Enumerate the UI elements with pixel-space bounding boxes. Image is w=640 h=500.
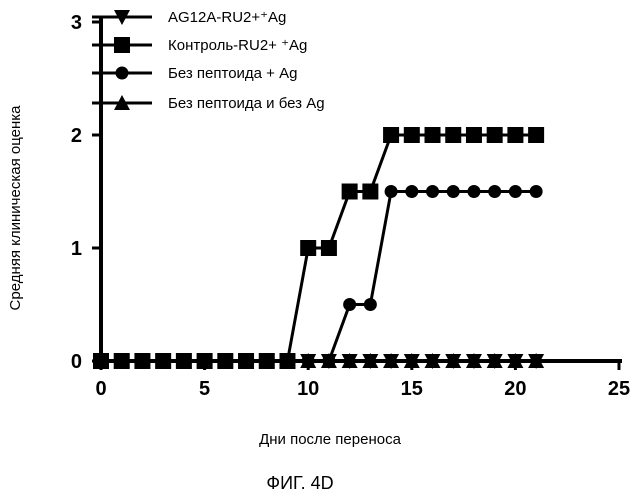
data-point-series-2 <box>507 127 523 143</box>
legend-marker-3 <box>116 67 129 80</box>
legend-label-3: Без пептоида + Ag <box>168 65 297 82</box>
data-point-series-2 <box>445 127 461 143</box>
series-line-3 <box>101 192 536 362</box>
series-line-2 <box>101 135 536 361</box>
axis-ticks: 0 5 10 15 20 25 0 1 2 3 <box>71 12 630 400</box>
y-tick-label: 0 <box>71 351 82 373</box>
data-point-series-3 <box>343 298 356 311</box>
data-point-series-3 <box>405 185 418 198</box>
x-tick-label: 0 <box>95 378 106 400</box>
data-point-series-3 <box>530 185 543 198</box>
data-point-series-3 <box>426 185 439 198</box>
legend-label-2: Контроль-RU2+ ⁺Ag <box>168 37 307 54</box>
data-point-series-2 <box>342 184 358 200</box>
x-tick-label: 15 <box>401 378 423 400</box>
legend-label-4: Без пептоида и без Ag <box>168 95 325 112</box>
x-axis-title: Дни после переноса <box>259 431 401 448</box>
y-tick-label: 3 <box>71 12 82 34</box>
x-tick-label: 20 <box>504 378 526 400</box>
series-lines <box>101 135 536 361</box>
data-point-series-2 <box>404 127 420 143</box>
y-axis-title: Средняя клиническая оценка <box>7 105 24 311</box>
figure-caption: ФИГ. 4D <box>266 473 333 493</box>
data-point-series-2 <box>300 240 316 256</box>
legend: AG12A-RU2+⁺Ag Контроль-RU2+ ⁺Ag Без пептои… <box>92 9 325 112</box>
data-point-series-3 <box>385 185 398 198</box>
data-point-series-3 <box>447 185 460 198</box>
x-tick-label: 5 <box>199 378 210 400</box>
data-point-series-2 <box>383 127 399 143</box>
data-point-series-3 <box>364 298 377 311</box>
y-tick-label: 1 <box>71 238 82 260</box>
x-tick-label: 10 <box>297 378 319 400</box>
data-point-series-2 <box>362 184 378 200</box>
legend-label-1: AG12A-RU2+⁺Ag <box>168 9 286 26</box>
y-tick-label: 2 <box>71 125 82 147</box>
data-point-series-2 <box>487 127 503 143</box>
data-point-series-2 <box>425 127 441 143</box>
data-point-series-3 <box>467 185 480 198</box>
data-point-series-3 <box>509 185 522 198</box>
x-tick-label: 25 <box>608 378 630 400</box>
legend-marker-2 <box>114 37 130 53</box>
data-point-series-2 <box>528 127 544 143</box>
data-point-series-2 <box>466 127 482 143</box>
data-point-series-2 <box>321 240 337 256</box>
data-point-series-3 <box>488 185 501 198</box>
